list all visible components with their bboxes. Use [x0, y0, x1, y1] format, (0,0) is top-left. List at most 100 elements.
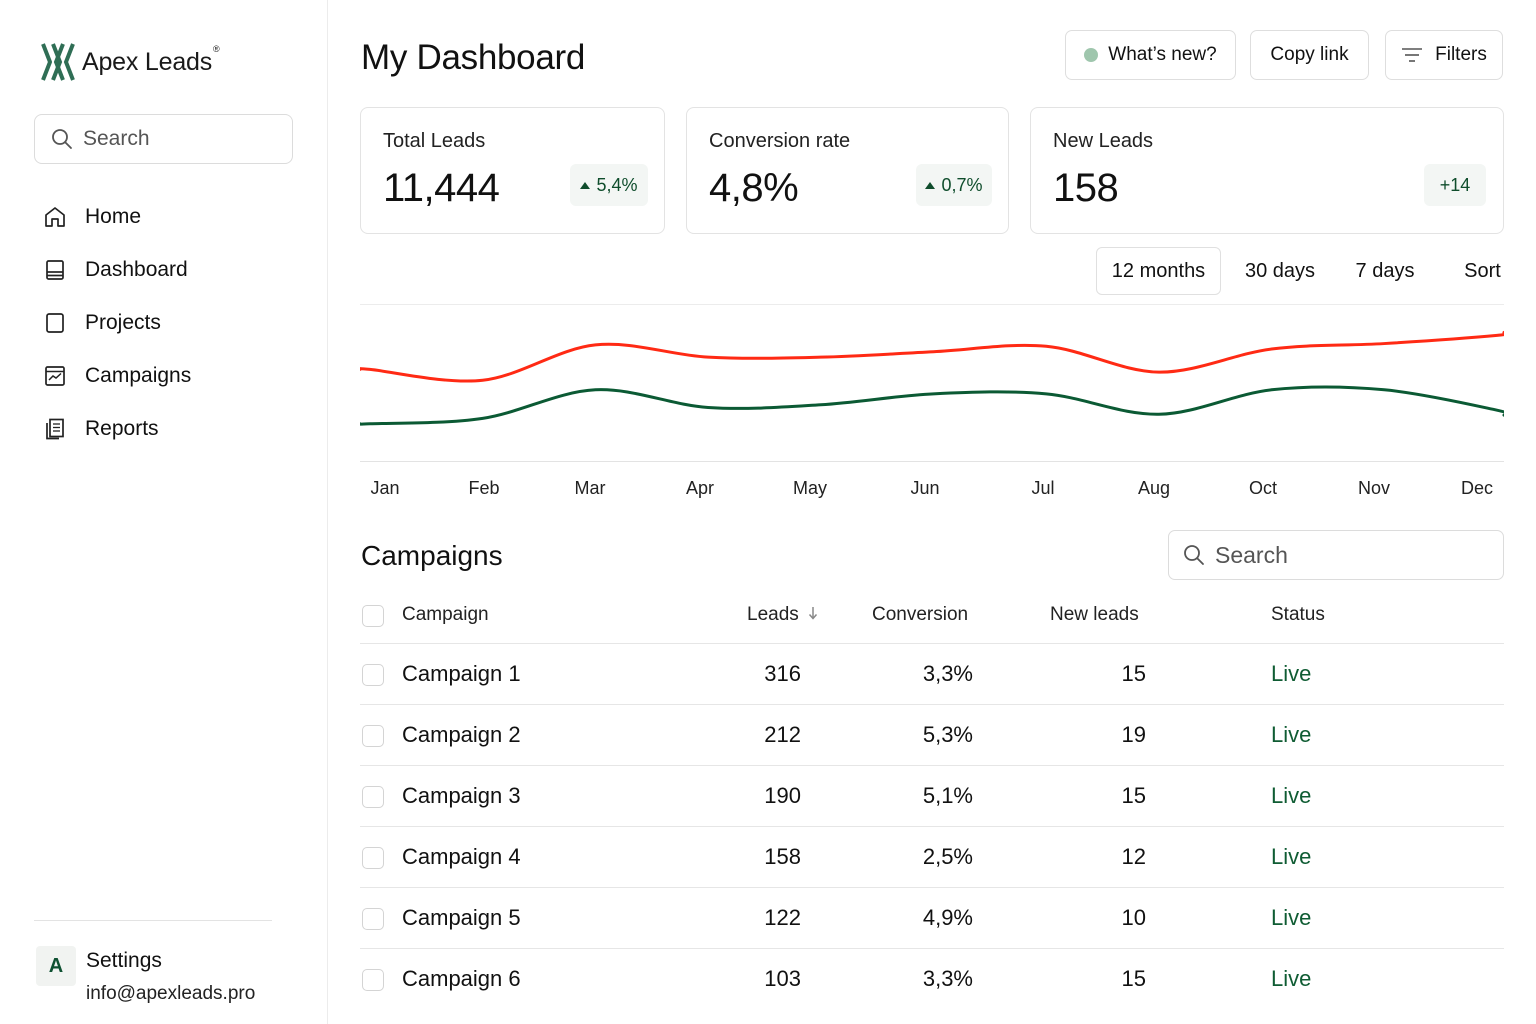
column-header-conversion[interactable]: Conversion	[872, 604, 969, 625]
status-badge: Live	[1271, 905, 1312, 930]
x-tick-label: May	[792, 478, 828, 498]
copy-link-label: Copy link	[1270, 44, 1349, 65]
table-row[interactable]: Campaign 5 122 4,9% 10 Live	[360, 888, 1504, 949]
kpi-value: 11,444	[383, 166, 500, 210]
page-title: My Dashboard	[361, 38, 586, 77]
filter-icon	[1402, 48, 1423, 62]
series-line-2	[360, 385, 1504, 426]
table-row[interactable]: Campaign 4 158 2,5% 12 Live	[360, 827, 1504, 888]
sidebar-item-reports[interactable]: Reports	[42, 402, 191, 455]
whats-new-button[interactable]: What’s new?	[1065, 30, 1236, 80]
campaign-name[interactable]: Campaign 6	[402, 966, 521, 991]
sidebar-item-label: Projects	[85, 310, 161, 334]
reports-icon	[46, 418, 64, 439]
apex-logo-icon	[41, 43, 75, 81]
avatar[interactable]: A	[36, 946, 76, 986]
whats-new-label: What’s new?	[1108, 44, 1217, 65]
column-header-new-leads[interactable]: New leads	[1050, 604, 1139, 625]
x-tick-label: Jun	[910, 478, 940, 498]
kpi-trend-badge: 0,7%	[916, 164, 992, 206]
campaigns-search-input[interactable]: Search	[1168, 530, 1504, 580]
x-tick-label: Jan	[370, 478, 400, 498]
select-all-checkbox[interactable]	[362, 605, 384, 627]
sidebar-item-home[interactable]: Home	[42, 190, 191, 243]
conversion-value: 3,3%	[922, 966, 973, 991]
tab-12-months[interactable]: 12 months	[1096, 247, 1221, 295]
filters-label: Filters	[1435, 44, 1487, 65]
row-checkbox[interactable]	[362, 847, 384, 869]
conversion-value: 3,3%	[922, 661, 973, 686]
kpi-card-new-leads: New Leads 158 +14	[1030, 107, 1504, 234]
column-header-status[interactable]: Status	[1271, 604, 1325, 625]
settings-label[interactable]: Settings	[86, 949, 162, 972]
sidebar: Apex Leads® Search Home Dashboard Projec…	[0, 0, 328, 1024]
row-checkbox[interactable]	[362, 908, 384, 930]
leads-value: 122	[764, 905, 801, 930]
column-header-campaign[interactable]: Campaign	[402, 604, 489, 625]
row-checkbox[interactable]	[362, 969, 384, 991]
campaign-name[interactable]: Campaign 4	[402, 844, 521, 869]
chart-top-border	[360, 304, 1504, 305]
table-row[interactable]: Campaign 1 316 3,3% 15 Live	[360, 644, 1504, 705]
table-header: Campaign Leads Conversion New leads Stat…	[360, 590, 1504, 644]
table-row[interactable]: Campaign 6 103 3,3% 15 Live	[360, 949, 1504, 1010]
home-icon	[45, 206, 65, 227]
sort-button[interactable]: Sort	[1464, 259, 1501, 282]
leads-value: 212	[764, 722, 801, 747]
x-tick-label: Dec	[1460, 478, 1494, 498]
new-leads-value: 15	[1121, 661, 1146, 686]
brand-logo[interactable]: Apex Leads®	[40, 42, 220, 82]
x-tick-label: Aug	[1137, 478, 1171, 498]
campaigns-search-placeholder: Search	[1215, 541, 1288, 568]
status-dot-icon	[1084, 48, 1099, 62]
sidebar-item-label: Dashboard	[85, 257, 188, 281]
status-badge: Live	[1271, 661, 1312, 686]
sidebar-item-campaigns[interactable]: Campaigns	[42, 349, 191, 402]
x-axis-labels: Jan Feb Mar Apr May Jun Jul Aug Oct Nov Dec	[360, 478, 1504, 504]
campaign-name[interactable]: Campaign 3	[402, 783, 521, 808]
kpi-card-total-leads: Total Leads 11,444 5,4%	[360, 107, 665, 234]
row-checkbox[interactable]	[362, 664, 384, 686]
trend-up-icon	[925, 181, 936, 189]
leads-value: 190	[764, 783, 801, 808]
filters-button[interactable]: Filters	[1385, 30, 1503, 80]
campaign-name[interactable]: Campaign 2	[402, 722, 521, 747]
table-body: Campaign 1 316 3,3% 15 Live Campaign 2 212 5,3%…	[360, 644, 1504, 1010]
sidebar-item-projects[interactable]: Projects	[42, 296, 191, 349]
leads-value: 158	[764, 844, 801, 869]
row-checkbox[interactable]	[362, 725, 384, 747]
leads-value: 316	[764, 661, 801, 686]
sidebar-nav: Home Dashboard Projects Campaigns Report…	[42, 190, 191, 455]
dashboard-icon	[46, 259, 64, 280]
search-icon	[52, 129, 72, 149]
sidebar-item-label: Reports	[85, 416, 159, 440]
kpi-label: Conversion rate	[709, 130, 851, 152]
status-badge: Live	[1271, 783, 1312, 808]
campaign-name[interactable]: Campaign 5	[402, 905, 521, 930]
sidebar-item-label: Campaigns	[85, 363, 192, 387]
tab-30-days[interactable]: 30 days	[1244, 259, 1316, 282]
tab-7-days[interactable]: 7 days	[1355, 259, 1415, 282]
kpi-value: 158	[1053, 166, 1119, 210]
series-line-1	[360, 330, 1504, 383]
sidebar-search-input[interactable]: Search	[34, 114, 293, 164]
sidebar-search-placeholder: Search	[83, 127, 150, 150]
copy-link-button[interactable]: Copy link	[1250, 30, 1369, 80]
kpi-trend-badge: +14	[1424, 164, 1486, 206]
column-header-leads[interactable]: Leads	[747, 604, 818, 626]
leads-line-chart	[360, 330, 1504, 426]
table-row[interactable]: Campaign 2 212 5,3% 19 Live	[360, 705, 1504, 766]
x-tick-label: Nov	[1357, 478, 1391, 498]
x-tick-label: Jul	[1031, 478, 1055, 498]
campaigns-title: Campaigns	[361, 540, 503, 571]
campaign-name[interactable]: Campaign 1	[402, 661, 521, 686]
status-badge: Live	[1271, 844, 1312, 869]
kpi-trend-badge: 5,4%	[570, 164, 648, 206]
new-leads-value: 19	[1121, 722, 1146, 747]
sidebar-item-dashboard[interactable]: Dashboard	[42, 243, 191, 296]
table-row[interactable]: Campaign 3 190 5,1% 15 Live	[360, 766, 1504, 827]
kpi-card-conversion-rate: Conversion rate 4,8% 0,7%	[686, 107, 1009, 234]
row-checkbox[interactable]	[362, 786, 384, 808]
brand-name: Apex Leads®	[82, 43, 220, 76]
new-leads-value: 12	[1121, 844, 1146, 869]
